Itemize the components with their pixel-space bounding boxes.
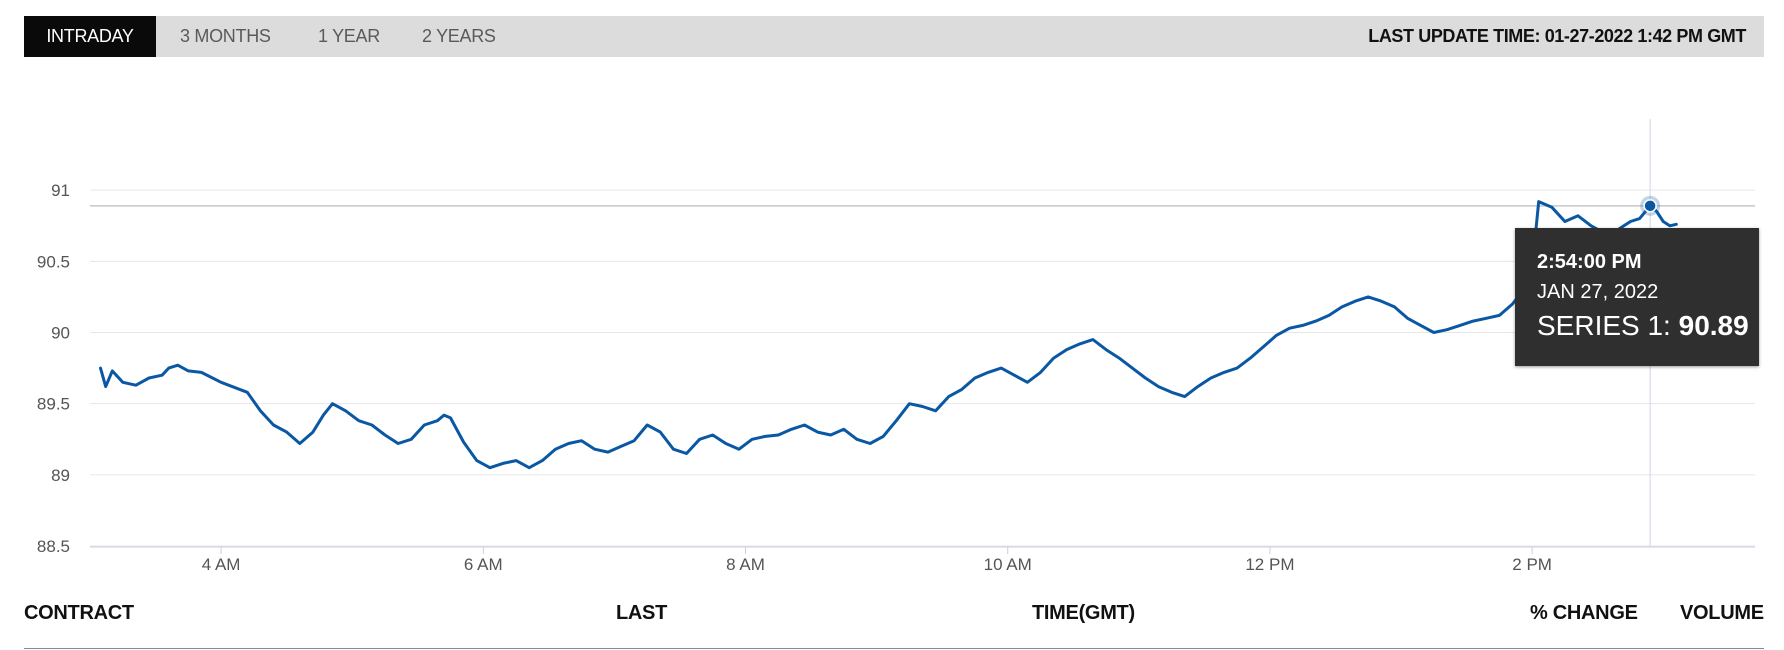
x-tick-label: 2 PM — [1512, 555, 1552, 574]
column-header-last[interactable]: LAST — [616, 602, 668, 624]
x-tick-label: 10 AM — [984, 555, 1032, 574]
series-line — [99, 200, 1678, 470]
x-tick-label: 12 PM — [1245, 555, 1294, 574]
tooltip-series: SERIES 1: 90.89 — [1537, 310, 1749, 342]
y-tick-label: 89.5 — [37, 395, 70, 414]
tab-intraday[interactable]: INTRADAY — [24, 16, 156, 57]
contract-table-header: CONTRACT LAST TIME(GMT) % CHANGE VOLUME — [24, 600, 1764, 649]
y-tick-label: 88.5 — [37, 537, 70, 556]
y-tick-label: 90 — [51, 324, 70, 343]
x-tick-label: 4 AM — [202, 555, 241, 574]
column-header-contract[interactable]: CONTRACT — [24, 602, 134, 624]
x-tick-label: 8 AM — [726, 555, 765, 574]
range-tab-bar: INTRADAY 3 MONTHS 1 YEAR 2 YEARS LAST UP… — [24, 16, 1764, 57]
y-tick-label: 89 — [51, 466, 70, 485]
tooltip-time: 2:54:00 PM — [1537, 251, 1642, 273]
tab-2-years[interactable]: 2 YEARS — [422, 26, 496, 46]
tooltip-series-value: 90.89 — [1678, 310, 1749, 341]
last-update-time: LAST UPDATE TIME: 01-27-2022 1:42 PM GMT — [1368, 26, 1746, 46]
x-tick-label: 6 AM — [464, 555, 503, 574]
y-tick-label: 90.5 — [37, 252, 70, 271]
tooltip-date: JAN 27, 2022 — [1537, 281, 1659, 303]
chart-tooltip: 2:54:00 PM JAN 27, 2022 SERIES 1: 90.89 — [1515, 228, 1759, 366]
highlight-point — [1643, 199, 1657, 213]
y-tick-label: 91 — [51, 181, 70, 200]
column-header-change[interactable]: % CHANGE — [1530, 602, 1638, 624]
tab-1-year[interactable]: 1 YEAR — [318, 26, 380, 46]
column-header-volume[interactable]: VOLUME — [1680, 602, 1764, 624]
tab-3-months[interactable]: 3 MONTHS — [180, 26, 271, 46]
price-chart[interactable]: 88.5 89 89.5 90 90.5 91 4 AM 6 AM 8 AM 10 AM 12 PM… — [0, 100, 1784, 580]
column-header-time[interactable]: TIME(GMT) — [1032, 602, 1135, 624]
tooltip-series-label: SERIES 1: — [1537, 310, 1671, 341]
